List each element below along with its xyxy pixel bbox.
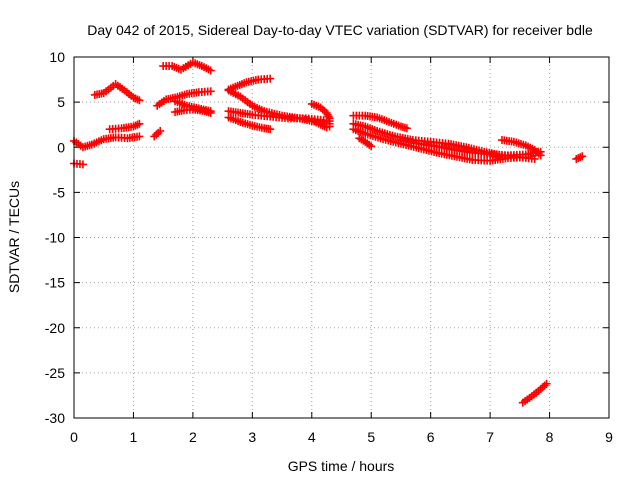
data-point — [319, 116, 328, 125]
grid-lines — [74, 57, 609, 418]
x-tick-label: 6 — [427, 429, 435, 445]
x-tick-label: 8 — [546, 429, 554, 445]
data-series-s20 — [396, 136, 545, 160]
y-tick-label: -25 — [45, 365, 65, 381]
plot-frame — [73, 56, 610, 419]
data-point — [324, 112, 333, 121]
data-point — [367, 142, 376, 151]
x-tick-label: 3 — [248, 429, 256, 445]
x-tick-label: 4 — [308, 429, 316, 445]
data-point — [576, 153, 585, 162]
data-point — [402, 124, 411, 133]
data-point — [322, 123, 331, 132]
y-tick-label: -5 — [53, 184, 66, 200]
data-series-s3 — [90, 80, 144, 105]
data-points — [70, 58, 587, 407]
y-tick-labels: -30 -25 -20 -15 -10 -5 0 5 10 — [45, 49, 65, 426]
data-point — [156, 127, 165, 136]
x-tick-label: 1 — [130, 429, 138, 445]
data-point — [135, 96, 144, 105]
y-tick-label: 5 — [57, 94, 65, 110]
data-point — [206, 66, 215, 75]
data-series-s2 — [70, 159, 87, 169]
data-series-s14 — [307, 99, 334, 131]
data-series-s23 — [518, 379, 551, 407]
data-point — [206, 87, 215, 96]
x-tick-label: 2 — [189, 429, 197, 445]
data-point — [574, 154, 583, 163]
data-point — [538, 383, 547, 392]
data-point — [578, 152, 587, 161]
y-tick-label: -15 — [45, 275, 65, 291]
data-point — [150, 132, 159, 141]
y-axis-label: SDTVAR / TECUs — [6, 181, 22, 293]
data-point — [154, 128, 163, 137]
data-point — [135, 119, 144, 128]
x-tick-label: 5 — [367, 429, 375, 445]
data-point — [152, 130, 161, 139]
x-tick-label: 7 — [486, 429, 494, 445]
data-point — [131, 121, 140, 130]
data-series-s7 — [159, 58, 215, 75]
data-series-s15 — [307, 116, 331, 132]
data-series-s13 — [224, 113, 275, 134]
y-tick-label: -10 — [45, 230, 65, 246]
data-point — [206, 107, 215, 116]
data-point — [135, 132, 144, 141]
data-series-s9 — [171, 97, 215, 116]
data-point — [540, 381, 549, 390]
data-series-s17 — [349, 119, 539, 163]
x-axis-label: GPS time / hours — [288, 458, 395, 474]
data-point — [266, 125, 275, 134]
data-series-s1 — [70, 132, 144, 152]
data-point — [542, 379, 551, 388]
data-series-s6 — [153, 87, 215, 110]
data-point — [78, 160, 87, 169]
x-tick-label: 9 — [605, 429, 613, 445]
data-point — [530, 154, 539, 163]
data-point — [266, 74, 275, 83]
y-tick-label: -20 — [45, 320, 65, 336]
data-series-s5 — [150, 127, 165, 141]
chart-title: Day 042 of 2015, Sidereal Day-to-day VTE… — [87, 22, 593, 38]
data-series-s19 — [355, 134, 376, 151]
x-tick-labels: 0 1 2 3 4 5 6 7 8 9 — [70, 429, 613, 445]
data-series-s10 — [224, 74, 275, 94]
data-series-s21 — [498, 136, 545, 160]
data-point — [536, 151, 545, 160]
data-series-s16 — [349, 111, 411, 133]
y-tick-label: 10 — [49, 49, 65, 65]
data-series-s4 — [105, 119, 144, 134]
y-tick-label: 0 — [57, 139, 65, 155]
x-tick-label: 0 — [70, 429, 78, 445]
y-tick-label: -30 — [45, 410, 65, 426]
data-series-s22 — [572, 152, 587, 163]
